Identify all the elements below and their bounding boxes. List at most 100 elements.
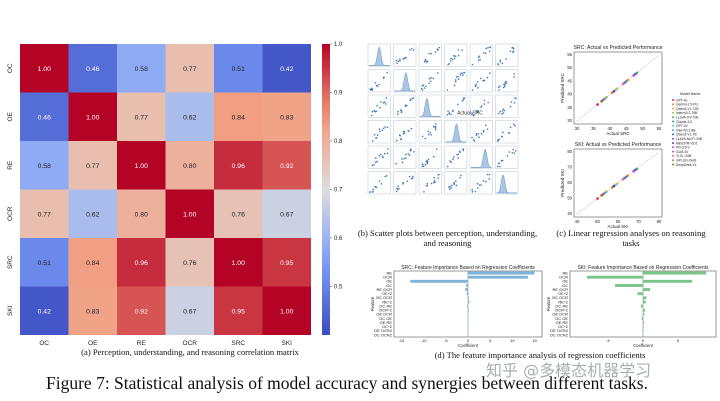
ski-importance-bar [643,300,646,304]
caption-c: (c) Linear regression analyses on reason… [556,228,706,248]
ski-ytick: 50 [567,196,572,201]
scatter-point [473,114,475,117]
ski-point [610,186,614,189]
heatmap-cell [214,189,263,238]
ski-importance-bar [643,288,650,292]
heatmap-cell [117,141,166,190]
scatter-point [499,59,502,62]
heatmap-cell-value: 1.00 [135,163,148,170]
scatter-cell [444,94,468,118]
scatter-point [434,123,437,125]
src-importance-feature-label: OC [386,283,392,288]
scatter-point [510,101,513,103]
src-importance-bar [410,279,468,283]
scatter-point [405,153,407,156]
legend-marker [672,124,674,127]
heatmap-cell-value: 0.58 [38,163,51,170]
scatter-cell [444,171,468,195]
legend-marker [672,103,674,106]
heatmap-cell-value: 0.80 [135,211,148,218]
heatmap-cell [165,92,214,141]
ski-xtick: 70 [636,219,641,224]
scatter-point [403,132,406,134]
colorbar-tick: 0.6 [334,236,343,242]
scatter-cell [393,94,417,118]
scatter-point [412,49,415,51]
scatter-point [373,109,376,112]
legend-item: LLaVA-NeXT-34B [676,137,703,141]
src-importance-bar [466,292,468,296]
scatter-point [479,58,481,61]
scatter-point [380,183,383,185]
legend-item: LLaVA-OV-72B [676,116,699,120]
scatter-point [432,77,435,80]
scatter-point [454,79,457,81]
src-importance-bar [467,304,468,308]
scatter-point [405,157,407,159]
ski-importance-feature-label: RE^2 [558,299,568,304]
scatter-point [471,136,473,139]
ski-xlabel: Actual SKI [607,224,628,229]
ski-importance-feature-label: OC OCR2 [550,332,569,337]
scatter-point [501,113,503,115]
heatmap-cell [117,44,166,93]
src-xtick: 35 [591,126,596,131]
regression-plots: SRC: Actual vs Predicted Performance 30 35… [560,45,703,229]
scatter-point [434,126,437,129]
scatter-point [497,63,499,65]
heatmap-cell [165,238,214,287]
scatter-point [512,148,514,151]
src-title: SRC: Actual vs Predicted Performance [573,45,662,51]
heatmap-cell-value: 0.83 [280,114,293,121]
scatter-cell [469,43,493,67]
scatter-point [483,52,485,54]
scatter-point [378,83,380,86]
legend-marker [672,163,674,166]
scatter-point [432,125,435,128]
scatter-point [435,148,438,150]
scatter-point [404,105,407,107]
src-importance-feature-label: OCR [383,275,392,280]
scatter-point [497,139,499,141]
ski-importance-feature-label: OE OCR2 [550,328,569,333]
scatter-point [395,162,398,165]
colorbar-tick: 0.7 [334,188,343,194]
scatter-point [453,182,456,185]
scatter-point [448,112,451,114]
src-ytick: 50 [567,65,572,70]
scatter-point [462,74,464,76]
scatter-point [395,59,398,62]
scatter-point [387,148,389,150]
scatter-point [371,110,374,113]
scatter-point [454,55,457,58]
scatter-point [428,82,430,84]
src-importance-xlabel: Coefficient [458,343,479,348]
scatter-point [486,173,489,176]
heatmap-cell-value: 0.95 [280,260,293,267]
scatter-point [485,180,487,183]
scatter-point [397,60,400,63]
scatter-point [423,190,425,193]
scatter-point [385,97,388,99]
scatter-point [410,127,413,130]
scatter-point [449,60,452,62]
heatmap-cell [68,238,117,287]
colorbar-tick: 0.8 [334,139,343,145]
scatter-cell [367,145,391,169]
scatter-point [476,109,479,112]
ski-xtick: 50 [595,219,600,224]
scatter-point [462,148,465,150]
heatmap-cell [20,189,69,238]
legend-item: InternVL2-8B [676,128,696,132]
scatter-point [451,184,453,187]
scatter-cell [418,171,442,195]
src-ytick: 45 [567,78,572,83]
ski-importance-bar [587,275,643,279]
scatter-point [383,152,386,155]
src-importance-feature-label: OE^2 [382,291,393,296]
src-point [610,91,614,94]
legend-item: Qwen2-VL-72B [676,107,699,111]
colorbar [322,44,330,335]
scatter-point [456,153,458,156]
scatter-point [499,165,501,168]
